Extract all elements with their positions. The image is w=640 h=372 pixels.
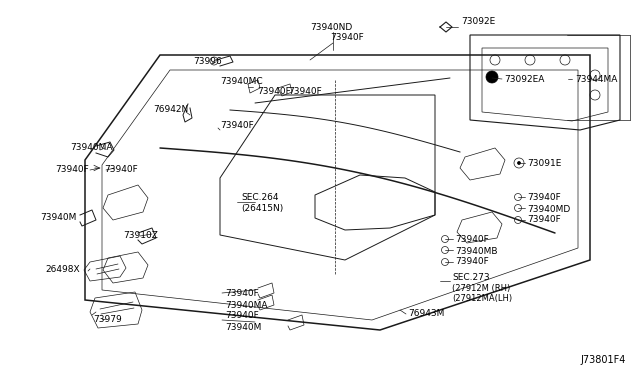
Text: 73940F: 73940F xyxy=(225,311,259,321)
Text: 73940F: 73940F xyxy=(55,166,89,174)
Text: 73940F: 73940F xyxy=(104,166,138,174)
Text: 73940MA: 73940MA xyxy=(70,144,113,153)
Text: 76943M: 76943M xyxy=(408,310,444,318)
Text: 73940M: 73940M xyxy=(40,214,76,222)
Text: 73940F: 73940F xyxy=(527,215,561,224)
Text: 73940F: 73940F xyxy=(330,33,364,42)
Text: 73940MB: 73940MB xyxy=(455,247,497,256)
Text: 73940F: 73940F xyxy=(288,87,322,96)
Text: 73940F: 73940F xyxy=(455,257,489,266)
Text: 26498X: 26498X xyxy=(45,266,79,275)
Circle shape xyxy=(486,71,498,83)
Text: 73940F: 73940F xyxy=(225,289,259,298)
Text: 73940F: 73940F xyxy=(257,87,291,96)
Text: 73940M: 73940M xyxy=(225,323,261,331)
Text: 73940MA: 73940MA xyxy=(225,301,268,310)
Text: (27912MA(LH): (27912MA(LH) xyxy=(452,294,512,302)
Text: 73091E: 73091E xyxy=(527,158,561,167)
Text: 73944MA: 73944MA xyxy=(575,76,618,84)
Text: 73996: 73996 xyxy=(193,58,221,67)
Text: 73940F: 73940F xyxy=(220,121,253,129)
Text: SEC.264: SEC.264 xyxy=(241,192,278,202)
Text: (26415N): (26415N) xyxy=(241,203,284,212)
Text: 76942N: 76942N xyxy=(153,106,188,115)
Text: 73979: 73979 xyxy=(93,315,122,324)
Text: 73940F: 73940F xyxy=(455,235,489,244)
Text: J73801F4: J73801F4 xyxy=(580,355,625,365)
Text: 73940MC: 73940MC xyxy=(220,77,262,87)
Text: SEC.273: SEC.273 xyxy=(452,273,490,282)
Text: 73940MD: 73940MD xyxy=(527,205,570,214)
Text: 73940ND: 73940ND xyxy=(310,22,352,32)
Text: 73092EA: 73092EA xyxy=(504,76,545,84)
Circle shape xyxy=(518,161,520,164)
Text: 73910Z: 73910Z xyxy=(123,231,158,241)
Text: 73940F: 73940F xyxy=(527,193,561,202)
Text: 73092E: 73092E xyxy=(461,17,495,26)
Text: (27912M (RH): (27912M (RH) xyxy=(452,283,510,292)
